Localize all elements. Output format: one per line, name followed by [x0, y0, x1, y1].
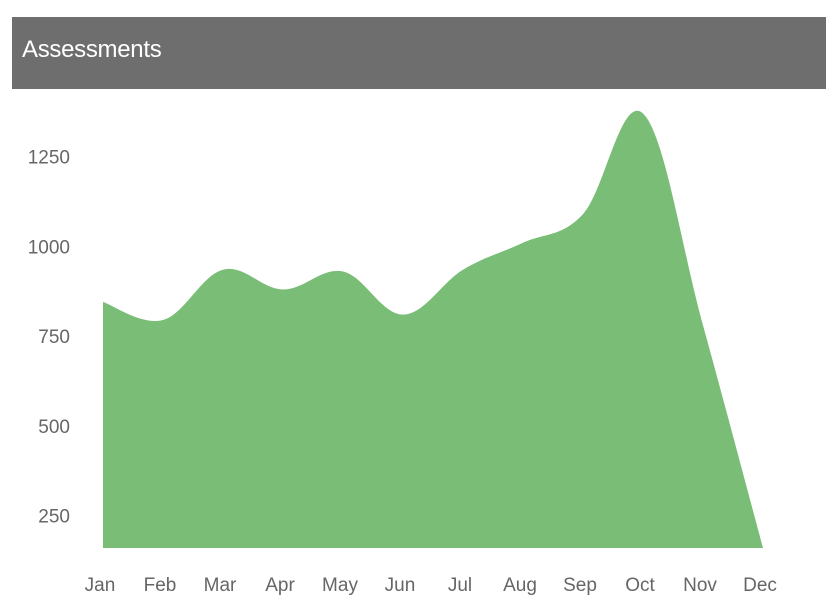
y-tick-label: 750: [38, 327, 70, 348]
x-tick-label: Feb: [144, 575, 177, 596]
x-tick-label: Jul: [448, 575, 472, 596]
x-tick-label: Nov: [683, 575, 717, 596]
x-tick-label: Jun: [385, 575, 416, 596]
y-tick-label: 250: [38, 507, 70, 528]
x-tick-label: Apr: [265, 575, 295, 596]
x-tick-label: Mar: [204, 575, 237, 596]
x-axis: Jan Feb Mar Apr May Jun Jul Aug Sep Oct Nov Dec: [85, 575, 777, 596]
y-tick-label: 500: [38, 417, 70, 438]
area-layer: [103, 110, 763, 549]
panel-title: Assessments: [22, 36, 162, 63]
x-tick-label: Oct: [625, 575, 655, 596]
series-area: [103, 110, 763, 549]
x-tick-label: Aug: [503, 575, 537, 596]
x-tick-label: Jan: [85, 575, 116, 596]
y-axis: 250 500 750 1000 1250: [28, 148, 70, 528]
y-tick-label: 1250: [28, 148, 70, 169]
y-tick-label: 1000: [28, 237, 70, 258]
x-tick-label: Sep: [563, 575, 597, 596]
panel-header: Assessments: [12, 17, 826, 89]
x-tick-label: Dec: [743, 575, 777, 596]
x-tick-label: May: [322, 575, 358, 596]
